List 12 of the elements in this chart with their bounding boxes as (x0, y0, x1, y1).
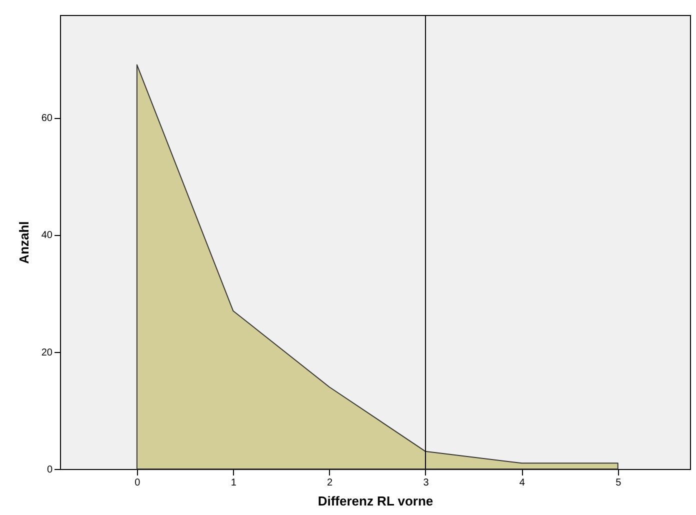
y-tick-label: 60 (41, 113, 53, 124)
x-tick-label: 5 (616, 478, 622, 488)
x-tick-label: 4 (519, 478, 526, 488)
x-tick-label: 0 (134, 478, 141, 488)
x-axis-title: Differenz RL vorne (318, 494, 434, 508)
y-tick-label: 40 (41, 230, 53, 242)
x-tick-label: 3 (423, 478, 430, 488)
x-tick-label: 1 (230, 478, 237, 488)
x-tick-label: 2 (327, 478, 334, 488)
y-tick-label: 20 (41, 347, 53, 358)
y-axis-title: Anzahl (16, 221, 32, 264)
y-tick-label: 0 (46, 464, 53, 476)
